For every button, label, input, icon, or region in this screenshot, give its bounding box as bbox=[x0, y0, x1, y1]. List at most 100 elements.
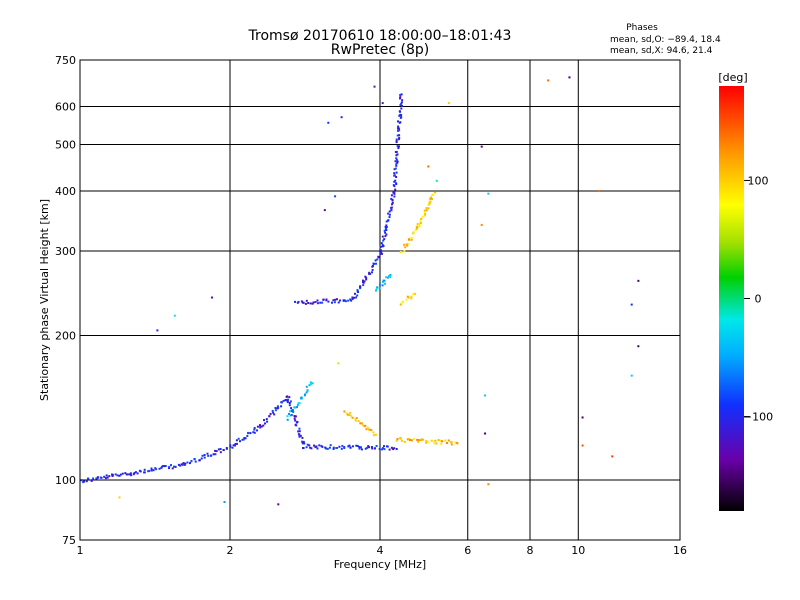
trace-point bbox=[253, 428, 256, 431]
trace-point bbox=[410, 236, 413, 239]
trace-point bbox=[375, 445, 378, 447]
trace-point bbox=[103, 475, 106, 478]
y-tick-label: 100 bbox=[55, 474, 76, 487]
trace-point bbox=[286, 418, 289, 421]
trace-point bbox=[395, 448, 398, 450]
y-tick-label: 300 bbox=[55, 245, 76, 258]
trace-point bbox=[289, 414, 292, 417]
x-tick-labels: 1 2 4 6 8 10 16 bbox=[77, 544, 688, 557]
trace-point bbox=[280, 405, 283, 408]
trace-point bbox=[201, 454, 204, 457]
trace-point bbox=[194, 460, 197, 463]
trace-point bbox=[239, 440, 241, 443]
trace-point bbox=[417, 440, 420, 443]
trace-point bbox=[234, 443, 237, 445]
trace-point bbox=[385, 229, 388, 231]
scatter-point bbox=[611, 455, 614, 458]
trace-point bbox=[184, 462, 187, 465]
scatter-point bbox=[277, 503, 280, 506]
trace-point bbox=[286, 395, 289, 398]
trace-point bbox=[384, 235, 387, 238]
trace-point bbox=[412, 231, 415, 234]
trace-point bbox=[357, 420, 360, 423]
trace-point bbox=[260, 425, 263, 428]
trace-point bbox=[385, 224, 388, 227]
trace-point bbox=[388, 216, 391, 219]
trace-point bbox=[126, 473, 129, 476]
trace-point bbox=[371, 269, 374, 271]
trace-point bbox=[425, 441, 427, 444]
trace-point bbox=[410, 295, 413, 298]
trace-point bbox=[430, 198, 433, 200]
trace-point bbox=[308, 384, 311, 387]
trace-point bbox=[269, 412, 272, 415]
trace-point bbox=[293, 415, 296, 418]
trace-point bbox=[365, 428, 368, 431]
trace-point bbox=[313, 444, 315, 447]
trace-point bbox=[299, 434, 302, 437]
trace-point bbox=[374, 447, 376, 450]
trace-point bbox=[243, 437, 246, 439]
trace-point bbox=[399, 97, 401, 100]
scatter-point bbox=[484, 394, 487, 397]
trace-point bbox=[400, 102, 403, 105]
y-tick-label: 75 bbox=[62, 534, 76, 547]
trace-point bbox=[395, 158, 398, 161]
trace-point bbox=[162, 465, 165, 467]
trace-point bbox=[400, 93, 403, 96]
trace-point bbox=[315, 445, 318, 448]
trace-point bbox=[391, 198, 394, 201]
trace-point bbox=[410, 439, 413, 442]
trace-point bbox=[96, 476, 99, 479]
trace-point bbox=[391, 201, 394, 204]
trace-point bbox=[396, 438, 399, 441]
colorbar-ticks: 100 0 −100 bbox=[743, 174, 773, 423]
trace-point bbox=[447, 439, 450, 442]
trace-point bbox=[329, 444, 332, 447]
x-tick-label: 16 bbox=[673, 544, 687, 557]
trace-point bbox=[437, 439, 440, 441]
trace-point bbox=[398, 136, 401, 139]
trace-point bbox=[108, 475, 111, 478]
trace-point bbox=[225, 447, 228, 449]
scatter-point bbox=[381, 102, 384, 105]
trace-point bbox=[347, 299, 350, 302]
y-tick-labels: 75 100 200 300 400 500 600 750 bbox=[55, 54, 76, 547]
trace-point bbox=[392, 184, 395, 187]
trace-point bbox=[359, 287, 362, 290]
trace-point bbox=[431, 440, 434, 442]
trace-point bbox=[312, 301, 315, 304]
trace-point bbox=[392, 448, 395, 451]
trace-point bbox=[328, 446, 331, 449]
trace-point bbox=[434, 191, 437, 194]
trace-point bbox=[395, 163, 398, 166]
y-axis-label: Stationary phase Virtual Height [km] bbox=[38, 199, 51, 401]
trace-point bbox=[186, 461, 189, 464]
trace-point bbox=[203, 456, 206, 459]
trace-point bbox=[358, 447, 361, 450]
trace-point bbox=[349, 411, 352, 414]
scatter-point bbox=[210, 296, 213, 299]
trace-point bbox=[379, 252, 382, 255]
scatter-point bbox=[581, 416, 584, 419]
trace-point bbox=[256, 429, 258, 432]
trace-point bbox=[365, 276, 368, 279]
trace-point bbox=[359, 422, 362, 425]
trace-point bbox=[309, 383, 312, 386]
trace-point bbox=[289, 410, 292, 413]
trace-point bbox=[393, 180, 396, 183]
trace-point bbox=[355, 296, 357, 299]
trace-point bbox=[301, 442, 304, 445]
trace-point bbox=[298, 435, 301, 438]
trace-point bbox=[383, 445, 385, 448]
trace-point bbox=[316, 302, 319, 305]
trace-point bbox=[370, 429, 373, 432]
scatter-point bbox=[118, 496, 121, 499]
trace-point bbox=[393, 190, 396, 193]
trace-point bbox=[235, 439, 238, 442]
trace-point bbox=[384, 227, 387, 230]
trace-point bbox=[362, 284, 365, 287]
trace-point bbox=[294, 406, 297, 409]
trace-point bbox=[231, 446, 234, 449]
trace-point bbox=[318, 444, 321, 447]
